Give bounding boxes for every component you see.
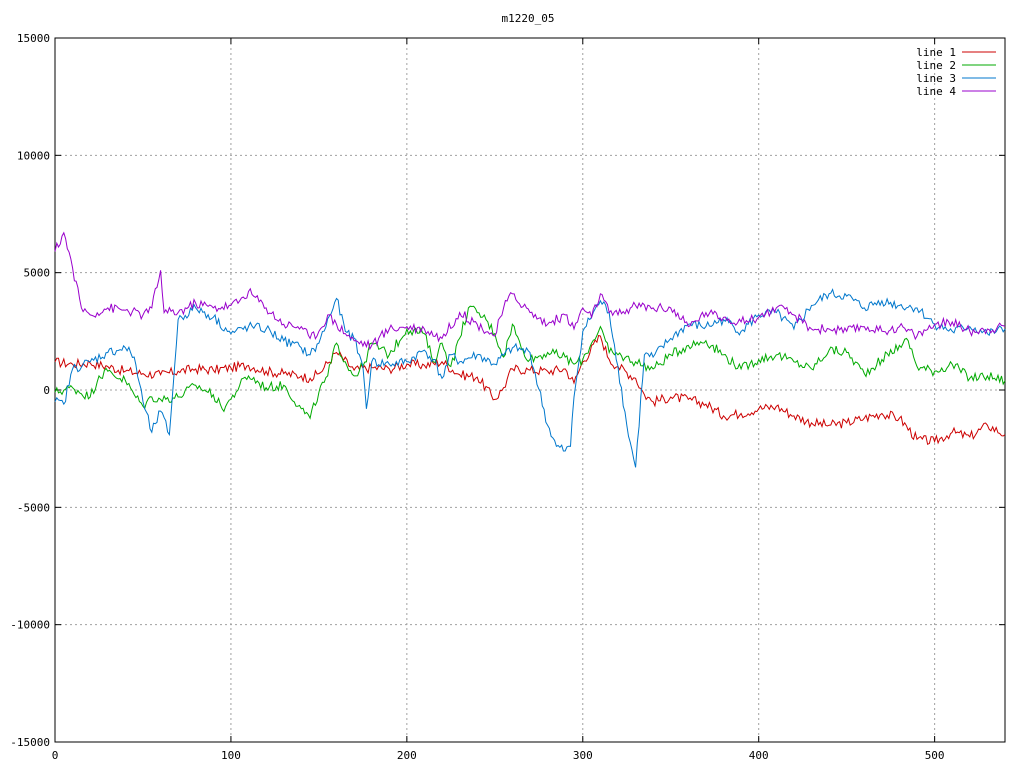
legend-label-4: line 4 [916, 85, 956, 98]
y-tick-label: -5000 [17, 501, 50, 514]
x-tick-label: 500 [925, 749, 945, 762]
legend-label-3: line 3 [916, 72, 956, 85]
axes: -15000 -10000 -5000 0 5000 10000 15000 0 100 200 3… [10, 32, 1006, 762]
legend-label-1: line 1 [916, 46, 956, 59]
series-line-1 [54, 334, 1006, 446]
series-line-2 [54, 305, 1006, 420]
series-line-4 [54, 231, 1006, 351]
x-tick-label: 200 [397, 749, 417, 762]
y-tick-label: -15000 [10, 736, 50, 749]
y-tick-label: 5000 [24, 267, 51, 280]
series-line-3 [54, 288, 1006, 468]
y-tick-label: -10000 [10, 619, 50, 632]
y-tick-label: 0 [43, 384, 50, 397]
legend-label-2: line 2 [916, 59, 956, 72]
chart-title: m1220_05 [502, 12, 555, 25]
data-series [54, 231, 1006, 468]
x-tick-label: 0 [52, 749, 59, 762]
y-tick-label: 15000 [17, 32, 50, 45]
y-tick-label: 10000 [17, 149, 50, 162]
x-tick-label: 400 [749, 749, 769, 762]
grid-lines [55, 38, 1005, 742]
x-tick-label: 300 [573, 749, 593, 762]
x-tick-label: 100 [221, 749, 241, 762]
